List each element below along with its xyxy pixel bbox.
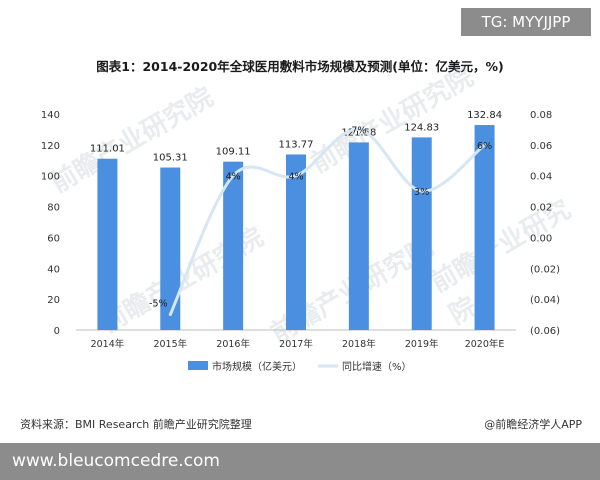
bar-value-label: 113.77 [279,139,314,150]
footer-bar [0,443,600,480]
x-tick-label: 2017年 [279,338,313,350]
bar [223,161,244,330]
x-tick-label: 2015年 [153,338,187,350]
bar-value-label: 121.58 [341,127,376,138]
growth-value-label: 7% [351,125,366,136]
bar [97,158,118,330]
y-right-tick-label: 0.02 [530,203,552,214]
y-left-tick-label: 60 [47,233,60,244]
bar [286,154,306,330]
y-left-tick-label: 100 [41,172,60,183]
source-note: 资料来源：BMI Research 前瞻产业研究院整理 [20,418,252,431]
x-tick-label: 2020年E [465,338,505,350]
y-right-tick-label: (0.04) [530,295,560,306]
growth-value-label: 4% [288,172,303,183]
y-left-tick-label: 80 [47,203,60,214]
chart-title: 图表1：2014-2020年全球医用敷料市场规模及预测(单位：亿美元，%) [96,59,504,74]
y-left-tick-label: 40 [47,264,60,275]
bar [160,167,181,330]
y-right-tick-label: 0.08 [530,110,552,121]
y-right-tick-label: (0.06) [530,326,560,337]
bar-value-label: 124.83 [404,122,439,133]
bar [348,142,369,330]
legend-bar-label: 市场规模（亿美元） [212,360,302,373]
y-left-tick-label: 0 [54,326,60,337]
bar-value-label: 105.31 [153,153,188,164]
bar-value-label: 111.01 [90,144,125,155]
y-right-tick-label: 0.06 [530,141,552,152]
footer-url: www.bleucomcedre.com [12,451,220,471]
credit-note: @前瞻经济学人APP [484,418,582,431]
x-tick-label: 2016年 [216,338,250,350]
x-tick-label: 2018年 [342,338,376,350]
chart-canvas: 0 20 40 60 80 100 120 140 (0.06) (0.04) (0.02) 0.00… [41,110,560,373]
y-left-tick-label: 140 [41,110,60,121]
growth-value-label: -5% [149,299,168,310]
growth-value-label: 6% [477,141,492,152]
tg-badge: TG: MYYJJPP [461,8,591,36]
growth-line [168,127,487,317]
legend-line-label: 同比增速（%） [342,360,412,373]
y-right-tick-label: 0.04 [530,172,552,183]
y-right-tick-label: 0.00 [530,233,552,244]
x-tick-label: 2019年 [405,338,439,350]
y-right-tick-label: (0.02) [530,264,560,275]
y-left-tick-label: 120 [41,141,60,152]
x-tick-label: 2014年 [91,338,125,350]
bar [411,137,432,330]
growth-value-label: 4% [226,172,241,183]
legend-bar-swatch [188,361,208,370]
y-left-tick-label: 20 [47,295,60,306]
bar-value-label: 132.84 [467,110,502,121]
bar-value-label: 109.11 [216,147,251,158]
growth-value-label: 3% [414,187,429,198]
bar [474,125,495,330]
